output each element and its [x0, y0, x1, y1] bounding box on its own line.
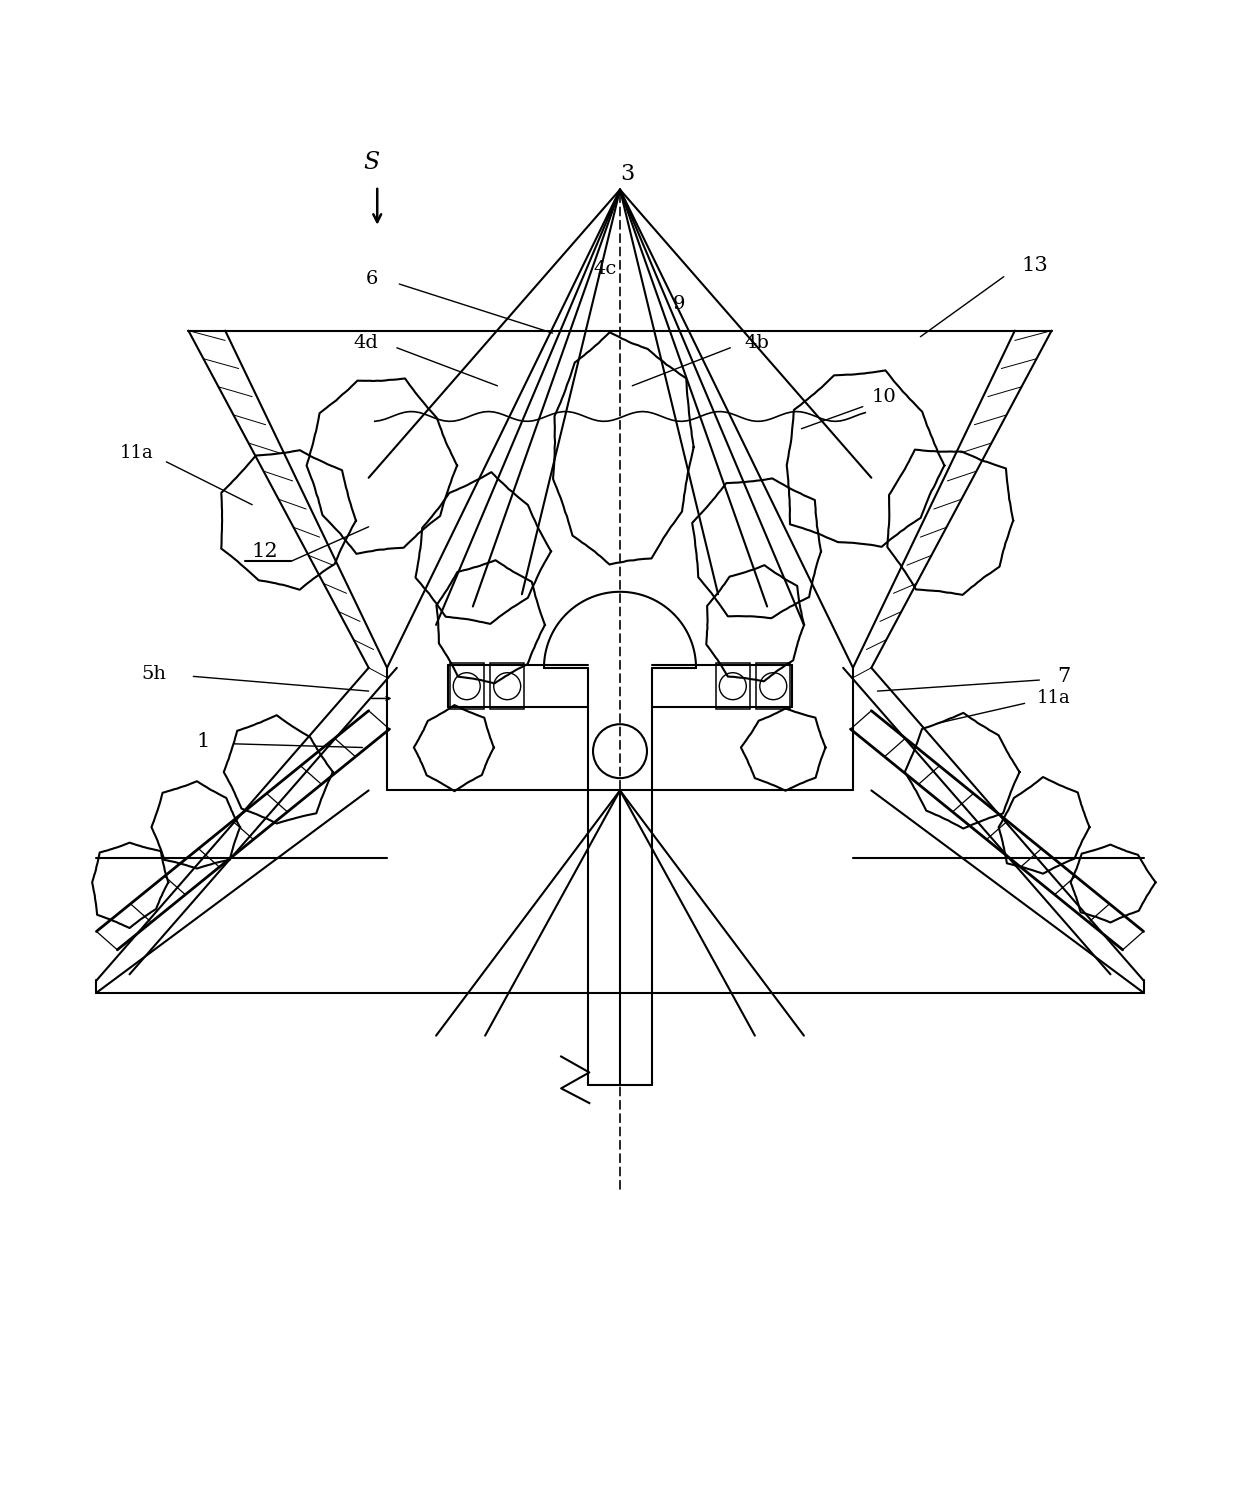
Text: 3: 3 [620, 163, 635, 185]
Text: 6: 6 [366, 271, 378, 289]
Text: 4b: 4b [745, 333, 770, 351]
Text: 1: 1 [196, 733, 210, 750]
Text: S: S [363, 151, 379, 173]
Text: 12: 12 [252, 541, 278, 561]
Bar [450, 662, 484, 710]
Text: 11a: 11a [1037, 689, 1070, 707]
Text: 10: 10 [872, 387, 897, 405]
Bar [715, 662, 750, 710]
Text: 4d: 4d [353, 333, 378, 351]
Text: 9: 9 [672, 295, 686, 312]
Bar [490, 662, 525, 710]
Text: 4c: 4c [594, 260, 618, 278]
Bar [756, 662, 790, 710]
Text: 5h: 5h [141, 665, 166, 683]
Text: 7: 7 [1058, 667, 1070, 686]
Text: 13: 13 [1021, 256, 1048, 275]
Text: 11a: 11a [120, 444, 154, 462]
